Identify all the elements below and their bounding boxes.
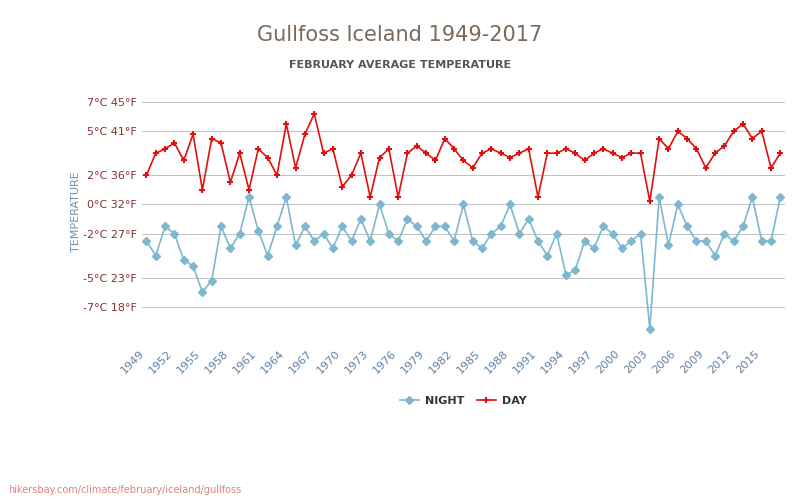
Line: NIGHT: NIGHT — [144, 194, 783, 332]
NIGHT — [636, 230, 646, 236]
DAY — [636, 150, 646, 156]
Line: DAY: DAY — [143, 110, 784, 205]
NIGHT — [188, 263, 198, 269]
NIGHT — [254, 228, 263, 234]
NIGHT — [775, 194, 785, 200]
DAY — [775, 150, 785, 156]
NIGHT — [142, 238, 151, 244]
DAY — [188, 131, 198, 137]
Text: FEBRUARY AVERAGE TEMPERATURE: FEBRUARY AVERAGE TEMPERATURE — [289, 60, 511, 70]
DAY — [645, 198, 654, 204]
DAY — [142, 172, 151, 178]
DAY — [263, 154, 273, 160]
Text: hikersbay.com/climate/february/iceland/gullfoss: hikersbay.com/climate/february/iceland/g… — [8, 485, 242, 495]
NIGHT — [645, 326, 654, 332]
DAY — [244, 187, 254, 193]
DAY — [514, 150, 524, 156]
Y-axis label: TEMPERATURE: TEMPERATURE — [71, 172, 81, 252]
Text: Gullfoss Iceland 1949-2017: Gullfoss Iceland 1949-2017 — [258, 25, 542, 45]
NIGHT — [272, 224, 282, 230]
DAY — [766, 165, 776, 171]
NIGHT — [766, 238, 776, 244]
Legend: NIGHT, DAY: NIGHT, DAY — [395, 390, 532, 411]
DAY — [310, 110, 319, 116]
NIGHT — [514, 230, 524, 236]
NIGHT — [244, 194, 254, 200]
